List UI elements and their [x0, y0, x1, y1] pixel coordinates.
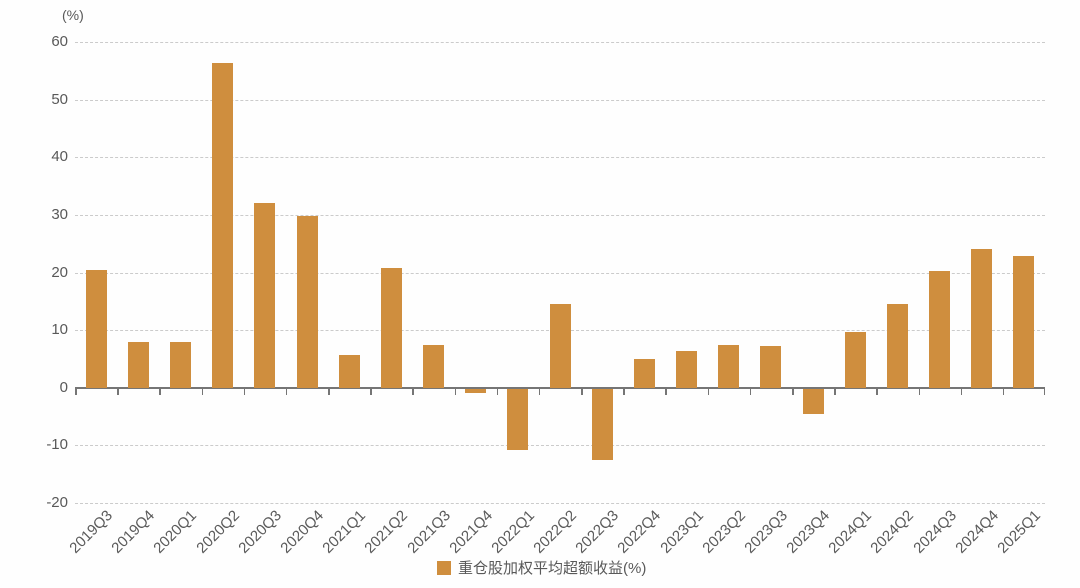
x-axis-tick	[834, 388, 836, 395]
x-axis-tick	[454, 388, 457, 395]
bar-2024Q4	[971, 249, 993, 388]
x-axis-tick	[243, 388, 246, 395]
x-tick-label-2025Q1: 2025Q1	[994, 507, 1044, 557]
bar-2020Q1	[169, 342, 191, 388]
bar-2023Q4	[802, 388, 824, 415]
bar-2020Q2	[212, 62, 234, 388]
x-tick-label-2020Q1: 2020Q1	[150, 507, 201, 557]
x-axis-tick	[328, 388, 330, 395]
y-tick-label-50: 50	[51, 90, 68, 108]
bar-2019Q4	[127, 341, 149, 388]
x-tick-label-2023Q3: 2023Q3	[741, 507, 791, 557]
x-axis-tick	[876, 388, 878, 395]
x-tick-label-2020Q4: 2020Q4	[277, 507, 328, 557]
bar-2023Q3	[760, 345, 782, 388]
x-axis-tick	[75, 388, 77, 395]
x-tick-label-2023Q2: 2023Q2	[698, 507, 749, 557]
gridline-y--20	[75, 503, 1045, 504]
x-axis-tick	[370, 388, 372, 395]
bar-2025Q1	[1013, 255, 1035, 388]
y-tick-label-10: 10	[51, 321, 68, 339]
x-axis-tick	[285, 388, 288, 395]
y-axis-unit-label: (%)	[62, 7, 84, 23]
bar-2022Q4	[633, 358, 655, 388]
bar-2024Q1	[844, 332, 866, 388]
y-tick-label-20: 20	[51, 263, 68, 281]
bar-2022Q2	[549, 304, 571, 388]
bar-2023Q2	[718, 344, 740, 388]
bar-2019Q3	[85, 270, 107, 388]
bar-2021Q4	[465, 388, 487, 394]
bar-2024Q3	[929, 270, 951, 388]
x-axis-tick	[581, 388, 583, 395]
y-axis: 60 50 40 30 20 10 0 -10 -20	[0, 33, 68, 511]
x-tick-label-2024Q1: 2024Q1	[825, 507, 876, 557]
y-tick-label-40: 40	[51, 148, 68, 166]
x-tick-label-2019Q4: 2019Q4	[108, 507, 159, 557]
x-axis-tick	[496, 388, 499, 395]
legend: 重仓股加权平均超额收益(%)	[437, 557, 646, 578]
gridline-y-20	[75, 272, 1045, 274]
x-axis-tick	[159, 388, 161, 395]
gridline-y-40	[75, 157, 1045, 159]
x-tick-label-2020Q2: 2020Q2	[192, 507, 243, 557]
x-tick-label-2024Q4: 2024Q4	[951, 507, 1002, 557]
y-tick-label-0: 0	[59, 378, 68, 396]
y-tick-label--20: -20	[46, 494, 68, 511]
bar-2020Q3	[254, 203, 276, 388]
x-axis-tick	[665, 388, 667, 395]
y-tick-label--10: -10	[46, 436, 68, 454]
x-axis-tick	[918, 388, 920, 395]
y-tick-label-30: 30	[51, 205, 68, 223]
legend-swatch	[437, 560, 451, 575]
bar-2024Q2	[886, 303, 908, 388]
x-axis-line	[75, 386, 1045, 389]
gridline-y-30	[75, 214, 1045, 216]
x-axis-tick	[1043, 388, 1045, 395]
bar-2023Q1	[676, 351, 697, 388]
bar-2022Q1	[507, 388, 529, 451]
legend-label: 重仓股加权平均超额收益(%)	[458, 560, 647, 577]
gridline-y--10	[75, 445, 1045, 447]
x-axis-tick	[538, 388, 541, 395]
plot-area	[75, 42, 1045, 504]
bar-2021Q2	[380, 267, 402, 388]
x-tick-label-2021Q2: 2021Q2	[361, 507, 412, 557]
x-tick-label-2019Q3: 2019Q3	[66, 507, 117, 557]
x-axis-tick	[707, 388, 710, 395]
x-axis-tick	[412, 388, 414, 395]
bar-2021Q3	[423, 345, 444, 388]
gridline-y-50	[75, 99, 1045, 101]
x-axis-tick	[1002, 388, 1005, 395]
x-axis-tick	[792, 388, 794, 395]
x-axis-tick	[623, 388, 625, 395]
x-axis-tick	[201, 388, 203, 395]
x-axis-tick	[960, 388, 963, 395]
x-tick-label-2020Q3: 2020Q3	[235, 507, 285, 557]
x-tick-label-2021Q1: 2021Q1	[319, 507, 370, 557]
y-tick-label-60: 60	[51, 33, 68, 50]
gridline-y-60	[75, 42, 1045, 43]
x-tick-label-2023Q4: 2023Q4	[783, 507, 834, 557]
bar-2021Q1	[338, 354, 360, 388]
bar-2020Q4	[296, 216, 318, 388]
x-axis-tick	[117, 388, 119, 395]
x-axis-tick	[749, 388, 752, 395]
bar-2022Q3	[591, 388, 613, 461]
x-tick-label-2024Q2: 2024Q2	[867, 507, 918, 557]
x-tick-label-2024Q3: 2024Q3	[909, 507, 960, 557]
